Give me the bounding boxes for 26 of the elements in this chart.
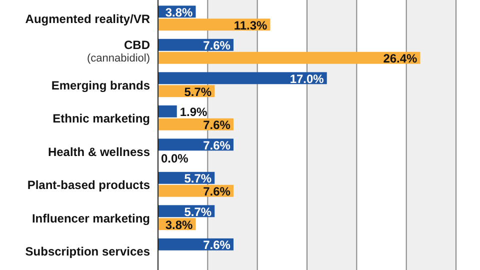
data-label: 7.6% [203, 238, 231, 252]
data-label: 7.6% [203, 138, 231, 152]
data-label: 5.7% [184, 84, 212, 99]
data-label: 7.6% [203, 118, 231, 132]
data-label: 5.7% [184, 204, 212, 219]
y-tick-label: Emerging brands [51, 78, 150, 92]
data-label: 11.3% [234, 18, 268, 32]
y-tick-label: CBD (cannabidiol) [87, 38, 150, 65]
bar [158, 105, 177, 118]
y-tick-label: Ethnic marketing [52, 112, 150, 126]
data-label: 5.7% [184, 172, 212, 186]
data-label: 0.0% [161, 151, 189, 166]
data-label: 26.4% [383, 52, 418, 66]
data-label: 7.6% [203, 184, 231, 199]
y-tick-label: Plant-based products [27, 178, 150, 192]
y-tick-label: Subscription services [25, 244, 150, 259]
data-label: 7.6% [203, 38, 231, 53]
bar [158, 52, 420, 64]
y-tick-label: Influencer marketing [32, 211, 150, 226]
data-label: 3.8% [165, 218, 194, 232]
y-tick-label: Health & wellness [48, 144, 150, 159]
y-tick-label: Augmented reality/VR [25, 12, 150, 26]
bar [158, 72, 327, 84]
data-label: 3.8% [165, 5, 194, 20]
data-label: 17.0% [290, 72, 324, 86]
data-label: 1.9% [180, 105, 208, 120]
